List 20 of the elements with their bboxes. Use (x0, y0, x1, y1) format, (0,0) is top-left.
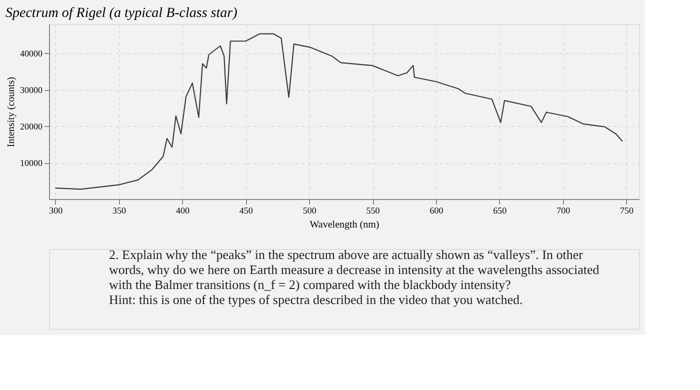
y-tick-label: 10000 (20, 158, 43, 168)
x-tick-label: 300 (49, 206, 64, 216)
y-axis-title: Intensity (counts) (6, 76, 17, 148)
y-tick-label: 40000 (20, 48, 43, 59)
x-tick-label: 350 (112, 206, 127, 216)
line-series (54, 33, 624, 190)
text: 2. Explain why the “peaks” in the spectrum above are actually shown as “valleys”. In other words, why do we here on Earth measure a decrease in intensity at the wavelengths associated with the Balmer transitions (n_f = 2) compared with the blackbody intensity? (109, 247, 600, 292)
x-axis-title: Wavelength (nm) (310, 220, 380, 230)
x-tick-label: 600 (430, 206, 444, 216)
text: Hint: this is one of the types of spectra described in the video that you watched. (109, 292, 523, 307)
x-tick-label: 500 (302, 206, 317, 216)
x-tick-label: 550 (366, 206, 380, 216)
chart-title: Spectrum of Rigel (a typical B-class star) (6, 6, 238, 21)
y-tick-label: 30000 (20, 85, 43, 96)
x-tick-label: 650 (493, 206, 508, 216)
x-tick-label: 750 (620, 206, 634, 216)
x-tick-label: 450 (239, 206, 254, 216)
y-tick-label: 20000 (20, 122, 43, 132)
x-tick-label: 700 (556, 206, 571, 216)
x-tick-label: 400 (176, 206, 190, 216)
